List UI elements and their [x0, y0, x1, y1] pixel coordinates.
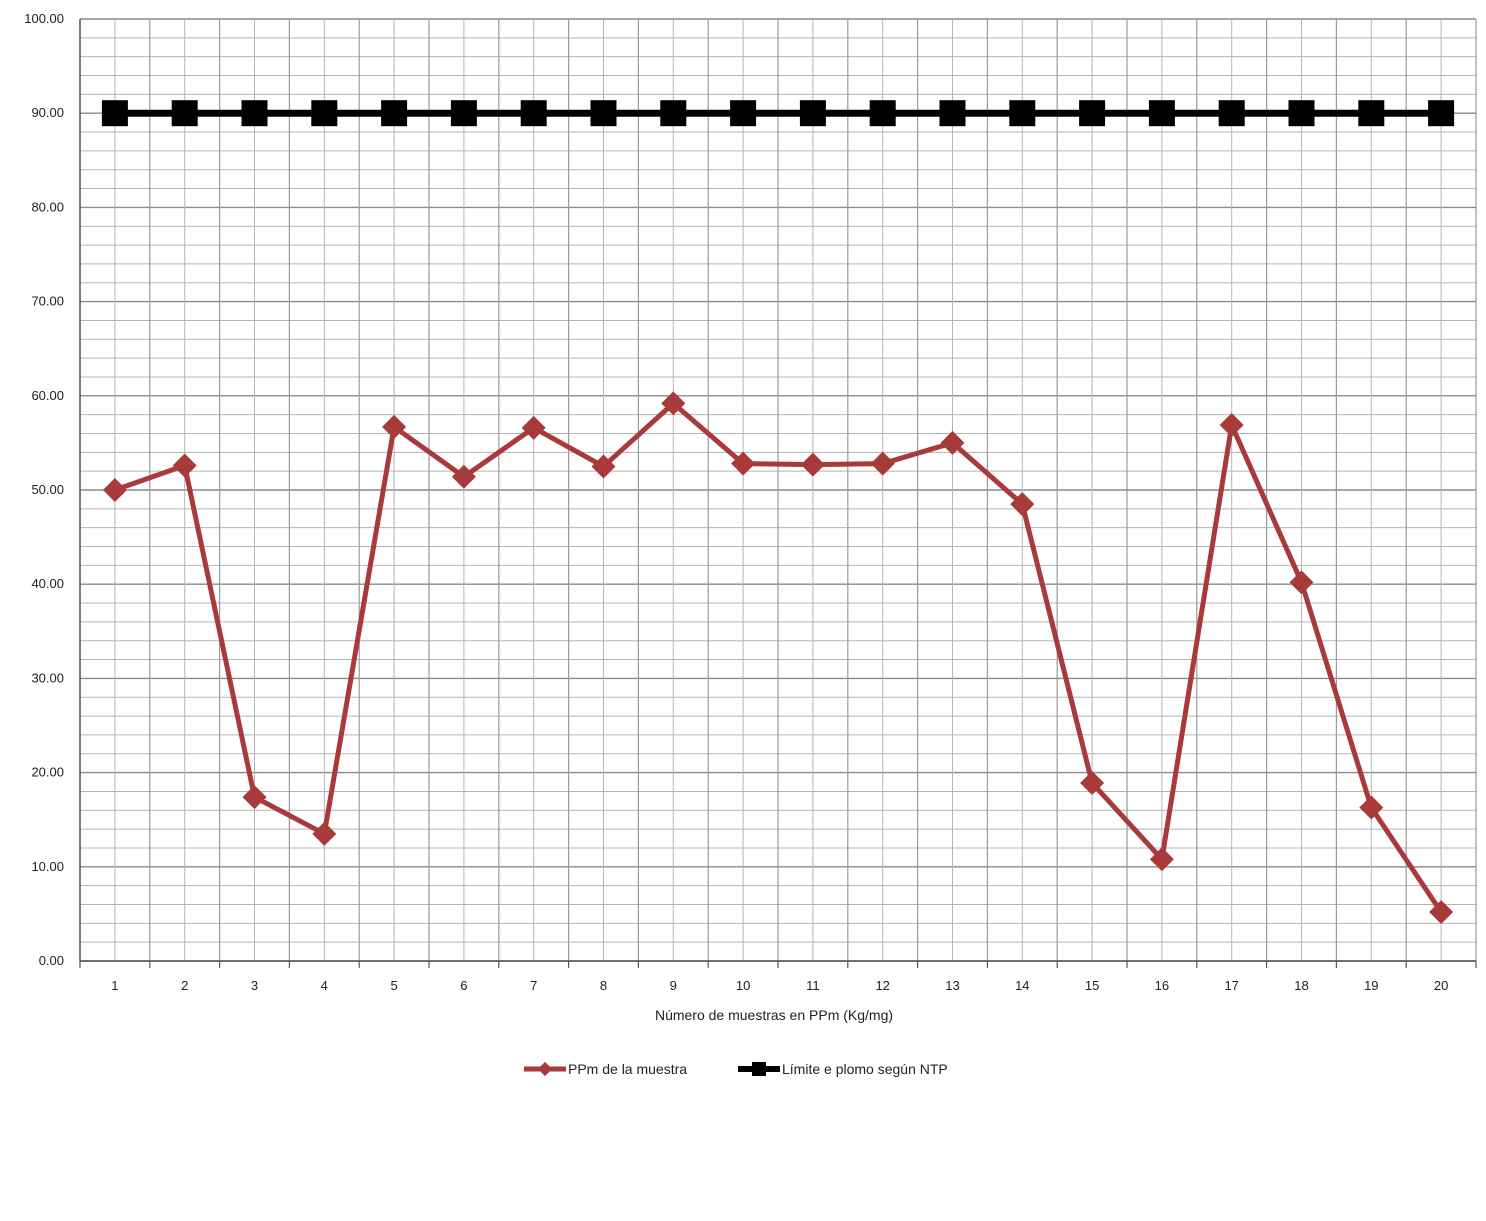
data-point-diamond — [242, 785, 267, 810]
legend-label-series-2: Límite e plomo según NTP — [782, 1061, 948, 1077]
data-point-square — [101, 100, 128, 127]
y-tick-label: 80.00 — [31, 199, 64, 214]
data-point-diamond — [451, 464, 476, 489]
data-point-diamond — [521, 415, 546, 440]
y-tick-label: 90.00 — [31, 105, 64, 120]
y-tick-label: 100.00 — [24, 11, 64, 26]
data-point-square — [520, 100, 547, 127]
x-tick-label: 18 — [1294, 978, 1308, 993]
data-point-diamond — [800, 452, 825, 477]
data-point-square — [1428, 100, 1455, 127]
x-tick-label: 13 — [945, 978, 959, 993]
y-tick-label: 0.00 — [39, 953, 64, 968]
x-tick-label: 11 — [806, 978, 820, 993]
series-line — [114, 400, 1444, 914]
data-point-diamond — [870, 451, 895, 476]
data-point-diamond — [1080, 770, 1105, 795]
data-point-square — [1079, 100, 1106, 127]
data-point-square — [869, 100, 896, 127]
x-tick-label: 4 — [321, 978, 328, 993]
data-point-diamond — [312, 821, 337, 846]
data-point-diamond — [1289, 570, 1314, 595]
data-point-diamond — [591, 454, 616, 479]
series-2 — [101, 100, 1455, 127]
legend-item-series-2: Límite e plomo según NTP — [738, 1061, 948, 1077]
x-tick-label: 19 — [1364, 978, 1378, 993]
x-tick-label: 1 — [111, 978, 118, 993]
series-1 — [102, 391, 1454, 925]
y-tick-label: 60.00 — [31, 388, 64, 403]
legend-label-series-1: PPm de la muestra — [568, 1061, 687, 1077]
x-tick-label: 2 — [181, 978, 188, 993]
y-tick-label: 10.00 — [31, 859, 64, 874]
legend-marker-series-2 — [752, 1062, 766, 1076]
x-tick-label: 7 — [530, 978, 537, 993]
y-tick-labels: 0.00 10.00 20.00 30.00 40.00 50.00 60.00 70.00 8… — [24, 11, 64, 968]
data-point-square — [171, 100, 198, 127]
data-point-diamond — [382, 414, 407, 439]
data-point-square — [799, 100, 826, 127]
data-point-square — [311, 100, 338, 127]
data-point-square — [381, 100, 408, 127]
data-point-square — [939, 100, 966, 127]
x-tick-label: 6 — [460, 978, 467, 993]
data-point-diamond — [1429, 900, 1454, 925]
x-tick-label: 16 — [1155, 978, 1169, 993]
x-tick-label: 14 — [1015, 978, 1029, 993]
data-point-square — [590, 100, 617, 127]
y-tick-label: 40.00 — [31, 576, 64, 591]
y-tick-label: 20.00 — [31, 765, 64, 780]
series-group — [101, 100, 1455, 925]
legend-marker-series-1 — [537, 1061, 553, 1077]
y-tick-label: 70.00 — [31, 294, 64, 309]
data-point-diamond — [661, 391, 686, 416]
data-point-diamond — [940, 430, 965, 455]
data-point-square — [730, 100, 757, 127]
x-tick-label: 9 — [670, 978, 677, 993]
x-tick-label: 17 — [1224, 978, 1238, 993]
data-point-diamond — [1359, 795, 1384, 820]
x-tick-label: 3 — [251, 978, 258, 993]
data-point-diamond — [1149, 847, 1174, 872]
data-point-square — [660, 100, 687, 127]
y-tick-label: 30.00 — [31, 670, 64, 685]
x-axis-title: Número de muestras en PPm (Kg/mg) — [655, 1007, 893, 1023]
data-point-square — [1218, 100, 1245, 127]
grid-lines — [79, 18, 1477, 962]
data-point-square — [1358, 100, 1385, 127]
data-point-square — [1288, 100, 1315, 127]
x-tick-labels: 1 2 3 4 5 6 7 8 9 10 11 12 13 14 15 16 17 18 19 20 — [111, 978, 1448, 993]
data-point-square — [1148, 100, 1175, 127]
data-point-diamond — [172, 453, 197, 478]
data-point-diamond — [1219, 413, 1244, 438]
legend-item-series-1: PPm de la muestra — [524, 1061, 687, 1077]
y-tick-label: 50.00 — [31, 482, 64, 497]
x-tick-label: 20 — [1434, 978, 1448, 993]
x-tick-label: 5 — [390, 978, 397, 993]
x-tick-label: 10 — [736, 978, 750, 993]
data-point-square — [1009, 100, 1036, 127]
axes — [79, 19, 1477, 968]
legend: PPm de la muestra Límite e plomo según N… — [524, 1061, 948, 1077]
data-point-square — [450, 100, 477, 127]
x-tick-label: 15 — [1085, 978, 1099, 993]
data-point-diamond — [102, 478, 127, 502]
x-tick-label: 8 — [600, 978, 607, 993]
data-point-square — [241, 100, 268, 127]
data-point-diamond — [1010, 492, 1035, 517]
data-point-diamond — [731, 451, 756, 476]
x-tick-label: 12 — [875, 978, 889, 993]
